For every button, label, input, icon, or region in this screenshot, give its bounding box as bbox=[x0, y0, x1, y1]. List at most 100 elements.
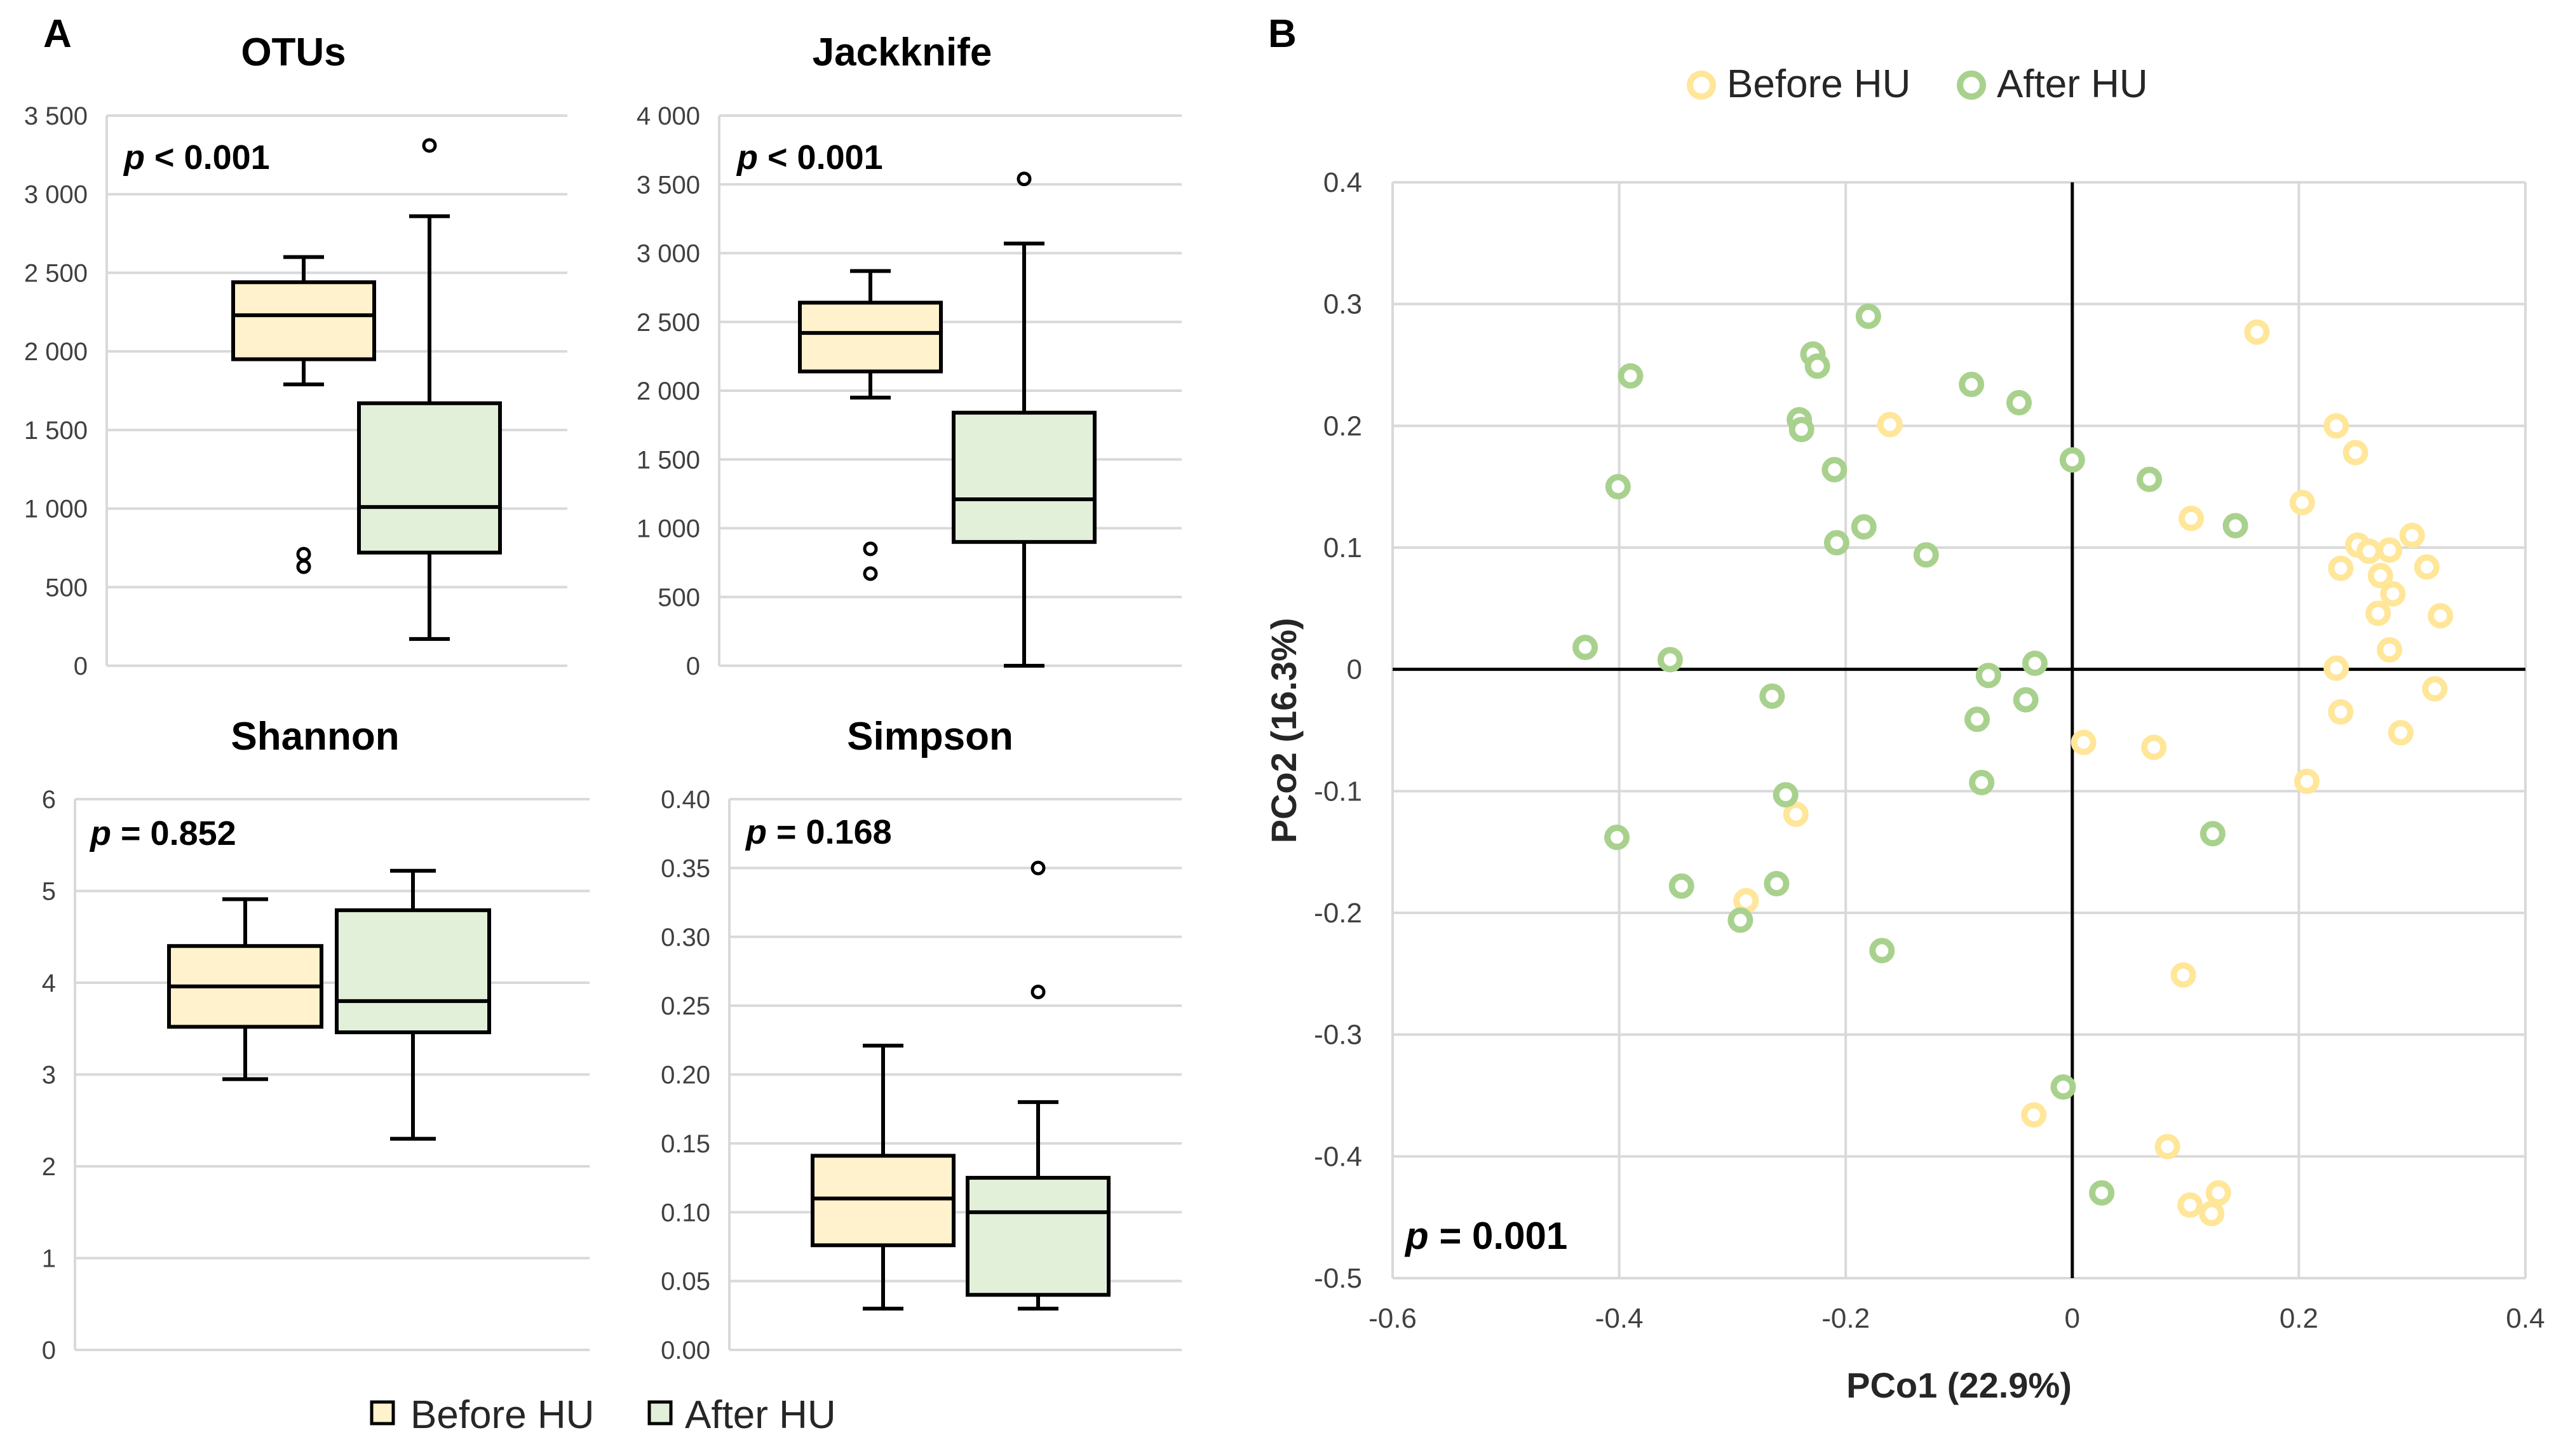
simpson-y-tick-label: 0.30 bbox=[661, 924, 710, 952]
shannon-boxplot-chart: 0 1 2 3 4 5 6 Shannon p = 0.852 bbox=[42, 715, 590, 1365]
otus-y-tick-label: 3 000 bbox=[24, 181, 88, 209]
pcoa-after-hu-point bbox=[2022, 650, 2048, 677]
pcoa-after-hu-point bbox=[1823, 530, 1849, 556]
simpson-before-hu-box bbox=[811, 1154, 956, 1248]
pcoa-before-hu-point bbox=[2021, 1102, 2047, 1128]
shannon-y-tick-label: 0 bbox=[42, 1337, 56, 1365]
simpson-y-tick-label: 0.05 bbox=[661, 1268, 710, 1296]
jackknife-after-hu-outlier bbox=[1017, 172, 1032, 187]
pcoa-legend-after-hu-label: After HU bbox=[1997, 62, 2148, 106]
legend-after-hu-marker bbox=[1957, 71, 1986, 100]
pcoa-after-hu-point bbox=[1851, 514, 1877, 540]
pcoa-before-hu-point bbox=[2244, 319, 2270, 345]
jackknife-y-tick-label: 500 bbox=[658, 584, 700, 612]
pcoa-after-hu-point bbox=[1821, 457, 1848, 483]
pcoa-after-hu-point bbox=[2089, 1180, 2115, 1206]
pcoa-before-hu-point bbox=[2399, 522, 2425, 548]
pcoa-before-hu-point bbox=[1877, 412, 1903, 438]
simpson-after-hu-outlier bbox=[1030, 860, 1046, 875]
pcoa-after-hu-point bbox=[1788, 417, 1814, 443]
pcoa-after-hu-point bbox=[1869, 938, 1895, 964]
simpson-y-tick-label: 0.25 bbox=[661, 992, 710, 1020]
jackknife-before-hu-box bbox=[798, 300, 943, 374]
pcoa-y-tick-label: 0.4 bbox=[1323, 167, 1362, 198]
otus-y-tick-label: 2 000 bbox=[24, 338, 88, 366]
jackknife-p-value: p < 0.001 bbox=[736, 138, 883, 177]
simpson-title: Simpson bbox=[847, 715, 1013, 758]
pcoa-before-hu-point bbox=[2205, 1180, 2231, 1206]
pcoa-before-hu-point bbox=[2170, 962, 2196, 988]
simpson-y-tick-label: 0.00 bbox=[661, 1337, 710, 1365]
pcoa-x-axis-title: PCo1 (22.9%) bbox=[1846, 1365, 2072, 1405]
pcoa-before-hu-point bbox=[2177, 1192, 2203, 1218]
pcoa-before-hu-point bbox=[2388, 720, 2414, 746]
panel-label-a: A bbox=[43, 12, 72, 56]
shannon-after-hu-box bbox=[335, 908, 491, 1035]
pcoa-before-hu-point bbox=[2367, 563, 2393, 589]
jackknife-y-tick-label: 1 000 bbox=[637, 515, 700, 543]
pcoa-p-value: p = 0.001 bbox=[1404, 1215, 1567, 1257]
pcoa-after-hu-point bbox=[1764, 871, 1790, 896]
shannon-y-tick-label: 5 bbox=[42, 878, 56, 906]
simpson-y-tick-label: 0.35 bbox=[661, 854, 710, 882]
pcoa-legend-before-hu-label: Before HU bbox=[1727, 62, 1910, 106]
pcoa-after-hu-point bbox=[2199, 821, 2226, 847]
simpson-p-value-italic-p: p bbox=[745, 813, 767, 851]
simpson-y-tick-label: 0.40 bbox=[661, 786, 710, 814]
pcoa-before-hu-point bbox=[2154, 1134, 2180, 1159]
otus-p-value-italic-p: p bbox=[123, 138, 145, 177]
otus-title: OTUs bbox=[241, 30, 346, 74]
pcoa-after-hu-point bbox=[1668, 873, 1694, 899]
shannon-title: Shannon bbox=[231, 715, 399, 758]
pcoa-before-hu-point bbox=[2428, 603, 2454, 629]
shannon-y-tick-label: 2 bbox=[42, 1153, 56, 1181]
simpson-y-tick-label: 0.15 bbox=[661, 1130, 710, 1158]
pcoa-before-hu-point bbox=[2323, 655, 2349, 681]
pcoa-after-hu-point bbox=[2006, 389, 2032, 415]
pcoa-before-hu-point bbox=[2365, 600, 2391, 626]
pcoa-after-hu-point bbox=[1913, 542, 1939, 568]
simpson-after-hu-outlier bbox=[1030, 984, 1046, 999]
otus-p-value-value: < 0.001 bbox=[145, 138, 270, 177]
pcoa-x-tick-label: 0 bbox=[2065, 1303, 2080, 1334]
pcoa-before-hu-point bbox=[2294, 769, 2320, 794]
shannon-p-value-italic-p: p bbox=[89, 814, 111, 853]
otus-p-value: p < 0.001 bbox=[123, 138, 270, 177]
legend-before-hu-swatch bbox=[370, 1400, 395, 1426]
jackknife-boxplot-chart: 0 500 1 000 1 500 2 000 2 500 3 000 3 500 4 000 J… bbox=[637, 30, 1182, 680]
pcoa-after-hu-point bbox=[1804, 353, 1830, 379]
pcoa-x-tick-label: 0.2 bbox=[2280, 1303, 2318, 1334]
pcoa-after-hu-point bbox=[2222, 513, 2248, 539]
otus-after-hu-box bbox=[357, 401, 502, 555]
otus-y-tick-label: 1 500 bbox=[24, 417, 88, 445]
pcoa-after-hu-point bbox=[1959, 372, 1985, 398]
pcoa-y-tick-label: -0.2 bbox=[1314, 898, 1362, 929]
pcoa-before-hu-point bbox=[2356, 538, 2382, 564]
pcoa-y-tick-label: 0.2 bbox=[1323, 410, 1362, 442]
shannon-y-tick-label: 6 bbox=[42, 786, 56, 814]
shannon-y-tick-label: 1 bbox=[42, 1245, 56, 1273]
jackknife-p-value-value: < 0.001 bbox=[758, 138, 883, 177]
jackknife-y-tick-label: 2 000 bbox=[637, 377, 700, 405]
jackknife-y-tick-label: 1 500 bbox=[637, 446, 700, 474]
pcoa-after-hu-point bbox=[2013, 687, 2039, 713]
pcoa-before-hu-point bbox=[2377, 637, 2403, 663]
pcoa-before-hu-point bbox=[2199, 1201, 2225, 1227]
pcoa-after-hu-point bbox=[1855, 303, 1881, 329]
jackknife-y-tick-label: 3 000 bbox=[637, 240, 700, 268]
legend-before-hu-marker bbox=[1687, 71, 1716, 100]
shannon-y-tick-label: 3 bbox=[42, 1062, 56, 1089]
pcoa-before-hu-point bbox=[2422, 676, 2448, 702]
pcoa-y-tick-label: -0.5 bbox=[1314, 1263, 1362, 1294]
pcoa-y-tick-label: 0.1 bbox=[1323, 532, 1362, 563]
pcoa-y-tick-label: 0.3 bbox=[1323, 289, 1362, 320]
jackknife-y-tick-label: 0 bbox=[686, 652, 700, 680]
simpson-y-tick-label: 0.10 bbox=[661, 1199, 710, 1227]
pcoa-after-hu-point bbox=[2137, 466, 2163, 492]
pcoa-y-tick-label: -0.3 bbox=[1314, 1020, 1362, 1051]
pcoa-y-tick-label: 0 bbox=[1347, 654, 1362, 685]
pcoa-after-hu-point bbox=[1604, 825, 1630, 851]
pcoa-after-hu-point bbox=[1759, 683, 1785, 709]
